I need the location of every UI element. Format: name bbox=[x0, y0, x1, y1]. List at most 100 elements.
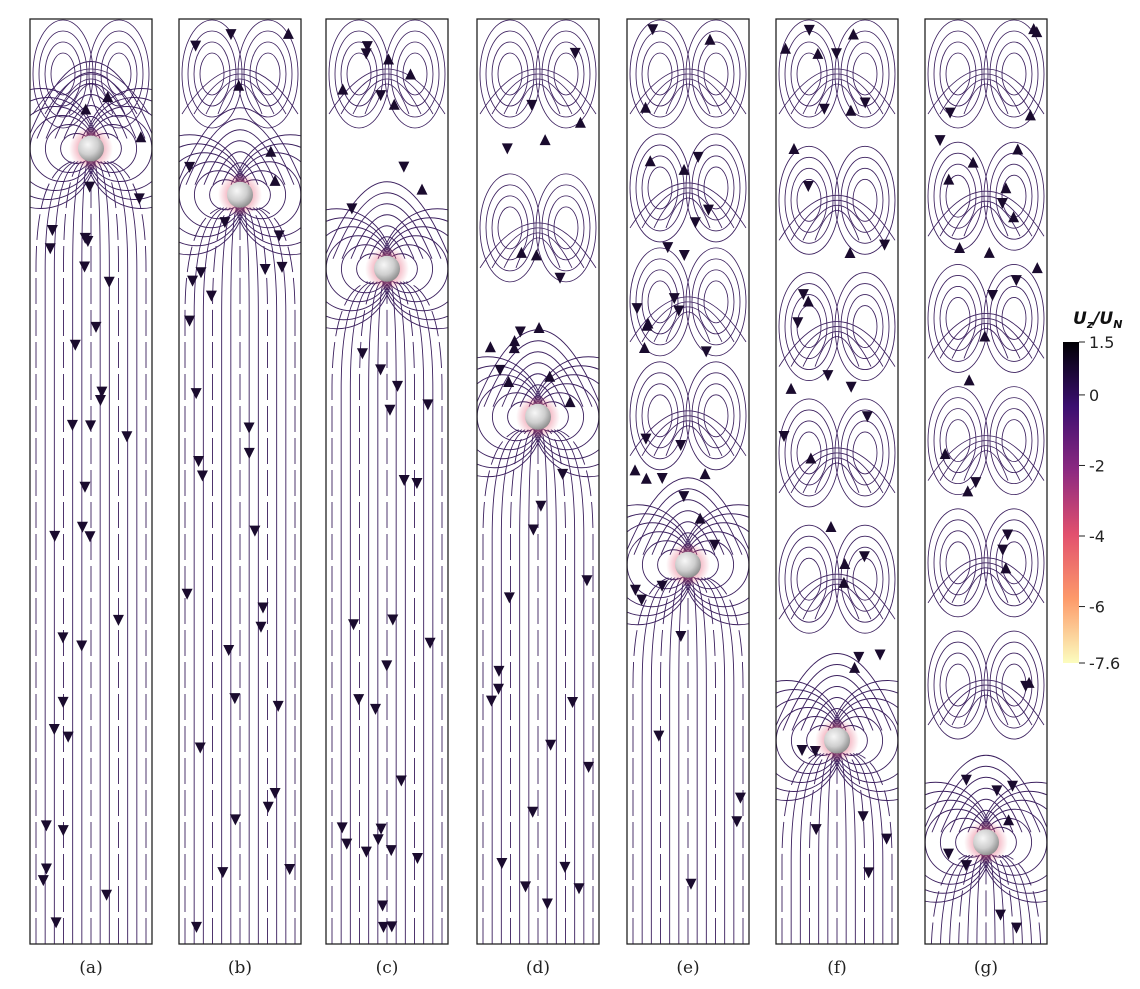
flow-arrow-icon bbox=[859, 97, 871, 109]
streamline-loop bbox=[796, 557, 822, 601]
streamline bbox=[81, 161, 89, 944]
streamline bbox=[927, 190, 1045, 237]
streamlines bbox=[477, 19, 599, 944]
streamline-loop bbox=[497, 206, 523, 250]
panel-label: (d) bbox=[526, 958, 550, 978]
flow-arrow-icon bbox=[1024, 109, 1036, 121]
streamline-loop bbox=[641, 383, 679, 449]
flow-arrow-icon bbox=[395, 775, 407, 787]
flow-arrow-icon bbox=[80, 103, 92, 115]
streamline-loop bbox=[384, 19, 446, 129]
streamline-loop bbox=[402, 52, 428, 96]
flow-arrow-icon bbox=[57, 825, 69, 837]
streamline bbox=[927, 557, 1045, 604]
streamline bbox=[809, 697, 865, 731]
streamline-loop bbox=[181, 19, 243, 129]
streamline bbox=[221, 207, 234, 944]
streamline bbox=[30, 61, 152, 136]
flow-arrow-icon bbox=[569, 47, 581, 59]
flow-arrow-icon bbox=[810, 824, 822, 836]
panel-d: (d) bbox=[476, 18, 600, 978]
flow-arrow-icon bbox=[818, 103, 830, 115]
streamline bbox=[799, 753, 825, 944]
streamline-loop bbox=[334, 30, 384, 118]
streamline bbox=[778, 194, 896, 241]
streamline-loop bbox=[1001, 296, 1027, 340]
flow-arrow-icon bbox=[849, 661, 861, 673]
streamline-loop bbox=[840, 409, 890, 497]
flow-arrow-icon bbox=[273, 230, 285, 242]
colorbar-tick-label: -7.6 bbox=[1089, 654, 1120, 673]
flow-arrow-icon bbox=[792, 317, 804, 329]
streamline bbox=[501, 362, 575, 407]
streamline bbox=[930, 854, 967, 944]
streamline-loop bbox=[939, 163, 977, 229]
streamline bbox=[948, 854, 974, 944]
flow-arrow-icon bbox=[822, 370, 834, 382]
streamline bbox=[707, 577, 744, 944]
streamline bbox=[703, 577, 735, 944]
streamline bbox=[93, 161, 101, 944]
flow-arrow-icon bbox=[960, 860, 972, 872]
flow-arrow-icon bbox=[229, 814, 241, 826]
streamline-loop bbox=[703, 52, 729, 96]
streamline bbox=[352, 78, 422, 115]
flow-arrow-icon bbox=[101, 889, 113, 901]
flow-arrow-icon bbox=[1031, 26, 1043, 38]
streamline bbox=[482, 429, 519, 944]
streamline bbox=[963, 205, 1009, 237]
flow-arrow-icon bbox=[797, 289, 809, 301]
flow-arrow-icon bbox=[69, 339, 81, 351]
flow-arrow-icon bbox=[731, 816, 743, 828]
streamline bbox=[949, 788, 1023, 833]
flow-arrow-icon bbox=[269, 788, 281, 800]
streamline bbox=[528, 429, 536, 944]
flow-arrow-icon bbox=[353, 694, 365, 706]
flow-arrow-icon bbox=[559, 861, 571, 873]
streamline bbox=[963, 450, 1009, 481]
streamline-loop bbox=[846, 546, 884, 612]
flow-arrow-icon bbox=[881, 833, 893, 845]
streamline-loop bbox=[939, 652, 977, 718]
streamline-loop bbox=[703, 280, 729, 324]
streamline-loop bbox=[927, 263, 989, 373]
streamlines bbox=[776, 19, 898, 944]
streamline bbox=[802, 457, 872, 494]
streamline-loop bbox=[834, 272, 896, 382]
streamline-loop bbox=[553, 206, 579, 250]
streamline-loop bbox=[547, 195, 585, 261]
sphere bbox=[525, 403, 551, 430]
flow-arrow-icon bbox=[662, 242, 674, 254]
streamline-loop bbox=[328, 19, 390, 129]
streamline bbox=[963, 572, 1009, 603]
streamline bbox=[818, 753, 831, 944]
flow-arrow-icon bbox=[647, 24, 659, 36]
flow-arrow-icon bbox=[369, 703, 381, 715]
flow-arrow-icon bbox=[284, 864, 296, 876]
flow-arrow-icon bbox=[554, 272, 566, 284]
streamline-loop bbox=[1001, 419, 1027, 463]
streamline-loop bbox=[541, 184, 591, 272]
flow-arrow-icon bbox=[405, 68, 417, 80]
flow-arrow-icon bbox=[685, 878, 697, 890]
flow-arrow-icon bbox=[377, 921, 389, 933]
streamline bbox=[963, 328, 1009, 359]
streamline-loop bbox=[945, 541, 971, 585]
streamline bbox=[843, 753, 856, 944]
streamline bbox=[479, 68, 597, 115]
flow-arrow-icon bbox=[262, 801, 274, 813]
streamline-loop bbox=[703, 166, 729, 210]
sphere bbox=[824, 727, 850, 754]
streamline-loop bbox=[685, 247, 747, 357]
flow-arrow-icon bbox=[535, 500, 547, 512]
streamline bbox=[242, 207, 250, 944]
flow-arrow-icon bbox=[541, 898, 553, 910]
flow-arrow-icon bbox=[564, 396, 576, 408]
flow-arrow-icon bbox=[863, 867, 875, 879]
flow-arrow-icon bbox=[675, 440, 687, 452]
flow-arrow-icon bbox=[641, 319, 653, 331]
streamline bbox=[653, 78, 723, 115]
flow-arrow-icon bbox=[1012, 143, 1024, 155]
flow-arrow-icon bbox=[803, 24, 815, 36]
flow-arrow-icon bbox=[802, 295, 814, 307]
